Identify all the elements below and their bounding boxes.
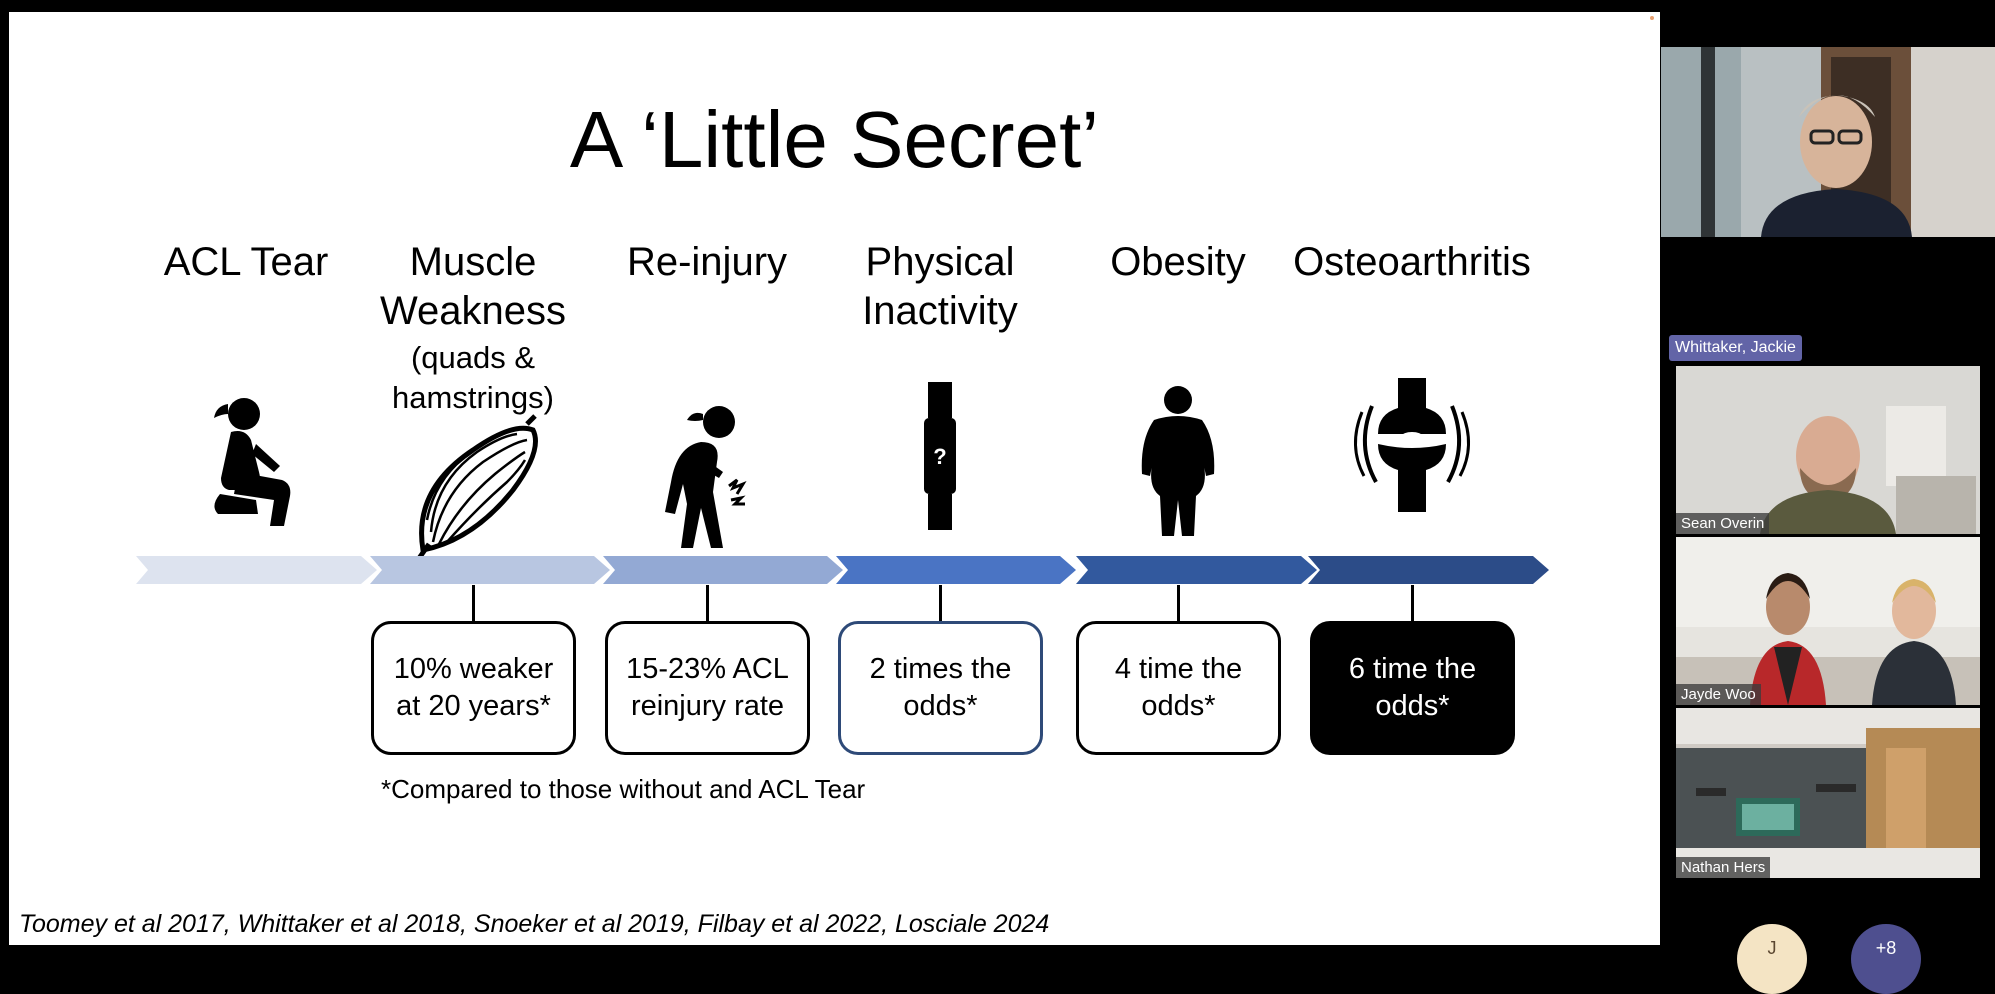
timeline-arrow-4 <box>836 556 1076 584</box>
timeline-arrow-3 <box>603 556 843 584</box>
kneeling-person-icon <box>176 374 316 534</box>
avatar-button[interactable]: J <box>1737 924 1807 994</box>
slide-indicator-dot <box>1650 16 1654 20</box>
timeline-arrow-5 <box>1076 556 1317 584</box>
participant-tile[interactable]: Jayde Woo <box>1676 537 1980 705</box>
slide-references: Toomey et al 2017, Whittaker et al 2018,… <box>19 910 1050 938</box>
obese-person-icon <box>1108 384 1248 544</box>
more-participants-button[interactable]: +8 <box>1851 924 1921 994</box>
timeline-arrow-1 <box>136 556 377 584</box>
tracker-glyph: ? <box>933 444 946 469</box>
column-label: Osteoarthritis <box>1293 240 1531 284</box>
participant-name: Nathan Hers <box>1676 857 1771 878</box>
stat-box-obesity: 4 time the odds* <box>1076 621 1281 755</box>
column-sublabel: (quads & hamstrings) <box>392 340 554 415</box>
column-acl-tear: ACL Tear <box>126 12 366 945</box>
column-physical-inactivity: Physical Inactivity ? <box>820 12 1060 945</box>
timeline-arrow-6 <box>1308 556 1549 584</box>
knee-joint-icon <box>1342 376 1482 536</box>
timeline-arrow-2 <box>370 556 610 584</box>
active-speaker-video[interactable] <box>1661 47 1995 237</box>
column-osteoarthritis: Osteoarthritis <box>1292 12 1532 945</box>
participant-tile[interactable]: Sean Overin <box>1676 366 1980 534</box>
connector-line <box>472 585 475 621</box>
connector-line <box>939 585 942 621</box>
participant-name: Jayde Woo <box>1676 684 1761 705</box>
participant-tile[interactable]: Nathan Hers <box>1676 708 1980 878</box>
active-speaker-name: Whittaker, Jackie <box>1669 335 1802 361</box>
column-label: Muscle Weakness <box>379 240 566 333</box>
more-participants-count: +8 <box>1875 938 1897 958</box>
muscle-icon <box>403 412 543 572</box>
column-label: Physical Inactivity <box>862 240 1018 333</box>
presentation-slide: A ‘Little Secret’ ACL Tear Muscle Weakne… <box>9 12 1660 945</box>
column-label: Obesity <box>1110 240 1246 284</box>
stat-box-muscle-weakness: 10% weaker at 20 years* <box>371 621 576 755</box>
stat-box-physical-inactivity: 2 times the odds* <box>838 621 1043 755</box>
connector-line <box>1177 585 1180 621</box>
column-obesity: Obesity <box>1058 12 1298 945</box>
column-label: ACL Tear <box>163 240 329 284</box>
column-label: Re-injury <box>626 240 788 284</box>
slide-footnote: *Compared to those without and ACL Tear <box>381 774 866 804</box>
connector-line <box>706 585 709 621</box>
connector-line <box>1411 585 1414 621</box>
stat-box-re-injury: 15-23% ACL reinjury rate <box>605 621 810 755</box>
stat-box-osteoarthritis: 6 time the odds* <box>1310 621 1515 755</box>
timeline-arrow-band <box>136 542 1556 598</box>
slide-title: A ‘Little Secret’ <box>569 95 1100 184</box>
avatar-initial: J <box>1767 938 1777 958</box>
fitness-tracker-icon: ? <box>870 380 1010 540</box>
column-re-injury: Re-injury <box>587 12 827 945</box>
column-muscle-weakness: Muscle Weakness (quads & hamstrings) <box>353 12 593 945</box>
participant-name: Sean Overin <box>1676 513 1770 534</box>
injured-person-icon <box>637 402 777 562</box>
